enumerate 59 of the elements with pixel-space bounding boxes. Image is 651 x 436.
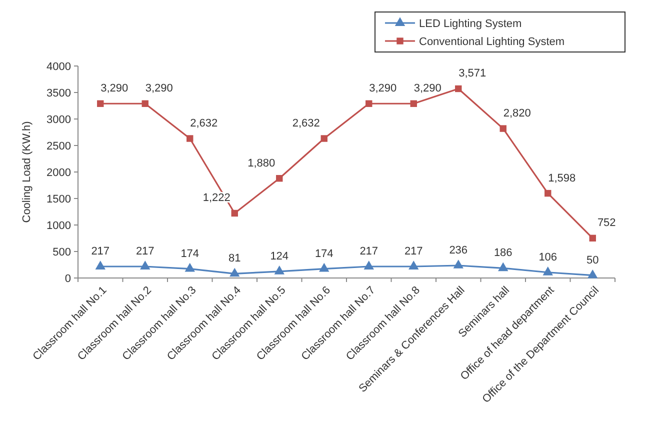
y-tick-label: 3000 (46, 114, 71, 126)
data-label: 2,820 (503, 108, 531, 120)
data-label: 217 (136, 246, 154, 258)
data-label: 3,290 (100, 82, 128, 95)
point (142, 100, 148, 107)
data-label: 236 (449, 244, 468, 256)
data-label: 106 (538, 251, 558, 264)
point (588, 269, 598, 278)
point (542, 266, 553, 276)
point (230, 268, 240, 277)
point (366, 100, 372, 107)
point (408, 260, 419, 270)
y-axis-title: Cooling Load (KW.h) (21, 121, 33, 223)
legend-label: LED Lighting System (419, 18, 522, 30)
point (97, 100, 104, 107)
data-label: 186 (494, 247, 512, 260)
point (231, 210, 238, 217)
point (95, 260, 106, 270)
data-label: 81 (228, 252, 241, 265)
data-label: 217 (360, 246, 378, 258)
y-tick-label: 1500 (46, 193, 71, 206)
data-label: 217 (404, 246, 423, 258)
point (276, 175, 283, 182)
data-label: 2,632 (190, 118, 218, 130)
point (500, 125, 506, 132)
point (589, 234, 596, 242)
y-tick-label: 0 (64, 272, 71, 285)
data-label: 50 (586, 254, 599, 266)
y-tick-label: 1000 (46, 220, 71, 232)
y-tick-label: 3500 (46, 87, 71, 100)
data-label: 2,632 (292, 118, 320, 130)
point (274, 266, 284, 274)
point (498, 262, 508, 272)
point (184, 262, 195, 272)
point (410, 100, 417, 107)
point (319, 262, 330, 272)
point (544, 190, 552, 197)
point (455, 85, 462, 92)
y-tick-label: 2000 (46, 166, 71, 179)
data-label: 3,290 (414, 82, 442, 95)
data-label: 217 (91, 246, 110, 258)
data-label: 3,571 (458, 68, 486, 80)
data-label: 3,290 (369, 82, 397, 95)
data-label: 124 (270, 250, 289, 262)
data-label: 1,598 (548, 172, 576, 184)
data-label: 752 (597, 217, 616, 230)
data-label: 1,880 (248, 157, 276, 170)
point (320, 135, 328, 142)
data-label: 3,290 (145, 82, 173, 95)
point (364, 260, 374, 270)
point (453, 260, 464, 268)
y-tick-label: 500 (52, 246, 71, 258)
y-tick-label: 4000 (46, 60, 71, 73)
point (140, 260, 150, 270)
data-label: 174 (314, 248, 334, 260)
data-label: 174 (180, 248, 200, 260)
point (186, 135, 194, 142)
legend-label: Conventional Lighting System (419, 36, 565, 48)
y-tick-label: 2500 (46, 140, 71, 152)
